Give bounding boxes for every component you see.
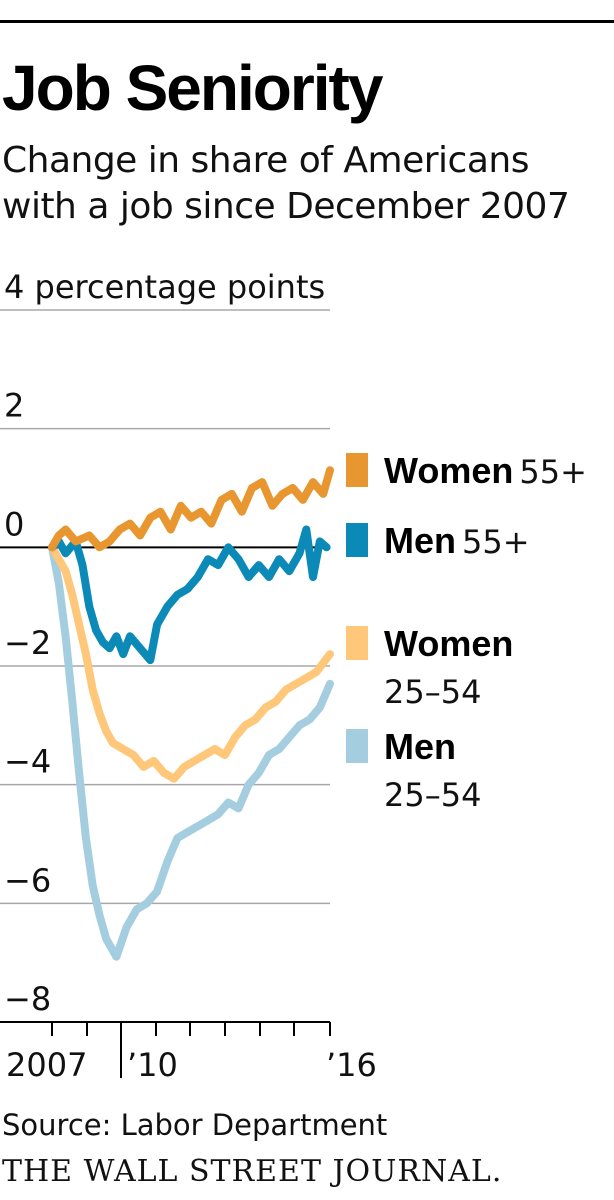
y-tick-label: 4 percentage points — [4, 268, 325, 306]
legend-label: Men — [384, 520, 456, 561]
y-tick-label: −6 — [4, 861, 51, 899]
y-tick-label: −4 — [4, 743, 51, 781]
legend-swatch — [346, 729, 368, 763]
legend-sublabel: 25–54 — [384, 776, 481, 814]
x-axis: 2007 ’10 ’16 — [6, 1022, 377, 1084]
legend-sublabel: 55+ — [462, 523, 530, 561]
y-tick-label: −8 — [4, 980, 51, 1018]
legend-swatch — [346, 626, 368, 660]
y-tick-label: 2 — [4, 387, 24, 425]
grid-lines — [0, 309, 330, 1023]
legend-swatch — [346, 523, 368, 557]
series-line-men-55- — [48, 525, 331, 665]
top-rule — [0, 20, 614, 23]
y-axis-tick-labels: 4 percentage points 2 0 −2 −4 −6 −8 — [4, 268, 325, 1018]
legend-label: Men — [384, 726, 456, 767]
chart-subtitle: Change in share of Americans with a job … — [2, 140, 570, 227]
publisher-logo: THE WALL STREET JOURNAL. — [2, 1154, 503, 1189]
line-chart: 4 percentage points 2 0 −2 −4 −6 −8 2007 ’10 ’16… — [0, 268, 587, 1084]
y-tick-label: 0 — [4, 505, 24, 543]
series-line-women-55- — [48, 466, 334, 552]
legend-label: Women — [384, 623, 513, 664]
x-tick-label: ’10 — [127, 1046, 178, 1084]
legend-label: Women — [384, 450, 513, 491]
chart-title: Job Seniority — [2, 52, 383, 124]
legend-sublabel: 55+ — [519, 453, 587, 491]
y-tick-label: −2 — [4, 624, 51, 662]
series-line-men-25-54 — [48, 543, 334, 961]
legend-swatch — [346, 453, 368, 487]
series-lines — [48, 466, 334, 961]
x-tick-label: ’16 — [326, 1046, 377, 1084]
source-note: Source: Labor Department — [2, 1108, 388, 1142]
series-line-women-25-54 — [48, 543, 334, 783]
legend-sublabel: 25–54 — [384, 673, 481, 711]
x-tick-label: 2007 — [6, 1046, 87, 1084]
